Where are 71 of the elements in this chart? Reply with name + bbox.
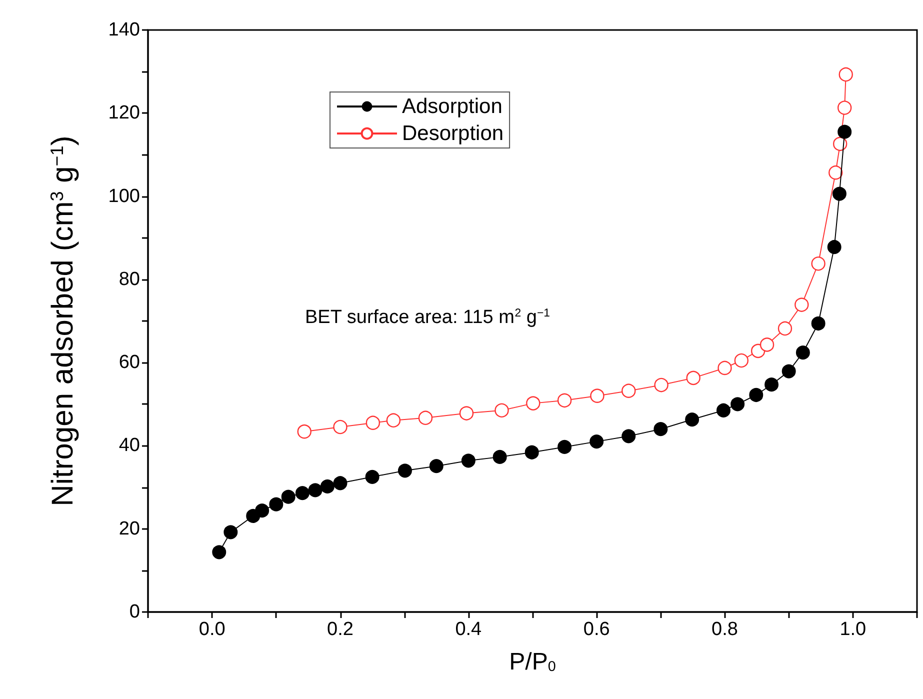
x-tick-label: 0.8 [712,619,738,640]
point [398,464,412,478]
point [838,124,852,139]
point [255,504,270,518]
point [734,353,749,368]
x-tick-label: 0.6 [583,619,610,640]
point [461,454,476,468]
y-tick-label: 140 [108,20,140,40]
point [838,67,853,82]
point [782,364,796,378]
point [590,434,604,449]
point [716,403,730,418]
point [365,470,380,484]
point [811,256,826,271]
point [418,410,433,425]
point [760,338,774,352]
y-tick-label: 20 [118,518,140,540]
point [320,479,334,494]
y-tick-label: 0 [129,602,140,622]
point [718,360,732,376]
point [459,406,474,420]
point [333,476,348,490]
x-tick-label: 0.2 [327,619,354,640]
point [685,412,700,427]
point [654,378,668,392]
point [269,497,284,512]
point [778,321,792,336]
point [558,440,572,454]
point [832,186,846,201]
y-tick-label: 120 [108,102,140,124]
point [281,490,296,504]
point [494,403,509,418]
point [833,136,848,151]
point [224,525,238,540]
point [308,483,322,498]
legend-label: Adsorption [402,95,502,118]
y-tick-label: 60 [118,352,140,374]
point [492,450,507,464]
point [730,397,745,412]
y-tick-label: 40 [118,435,140,456]
point [749,388,764,402]
point [386,413,401,428]
point [796,346,810,360]
x-tick-label: 0.4 [455,619,482,640]
x-tick-label: 1.0 [840,619,866,640]
point [622,384,636,398]
point [838,100,852,115]
point [212,545,226,560]
x-axis-title: P/P0 [509,648,556,676]
y-tick-label: 80 [118,268,140,290]
y-tick-label: 100 [108,186,140,207]
point [557,393,572,408]
point [794,298,809,312]
point [622,429,636,444]
point [811,316,826,330]
point [590,388,604,403]
point [429,459,444,474]
point [827,240,842,254]
legend-label: Desorption [402,122,504,145]
point [333,420,348,434]
point [686,370,700,386]
point [297,424,312,439]
point [654,422,668,436]
point [295,486,310,500]
x-tick-label: 0.0 [198,619,226,640]
point [828,165,843,180]
y-axis-title: Nitrogen adsorbed (cm3 g−1) [46,136,80,506]
point [366,416,380,430]
point [524,445,539,460]
point [764,378,779,392]
point [526,396,540,410]
